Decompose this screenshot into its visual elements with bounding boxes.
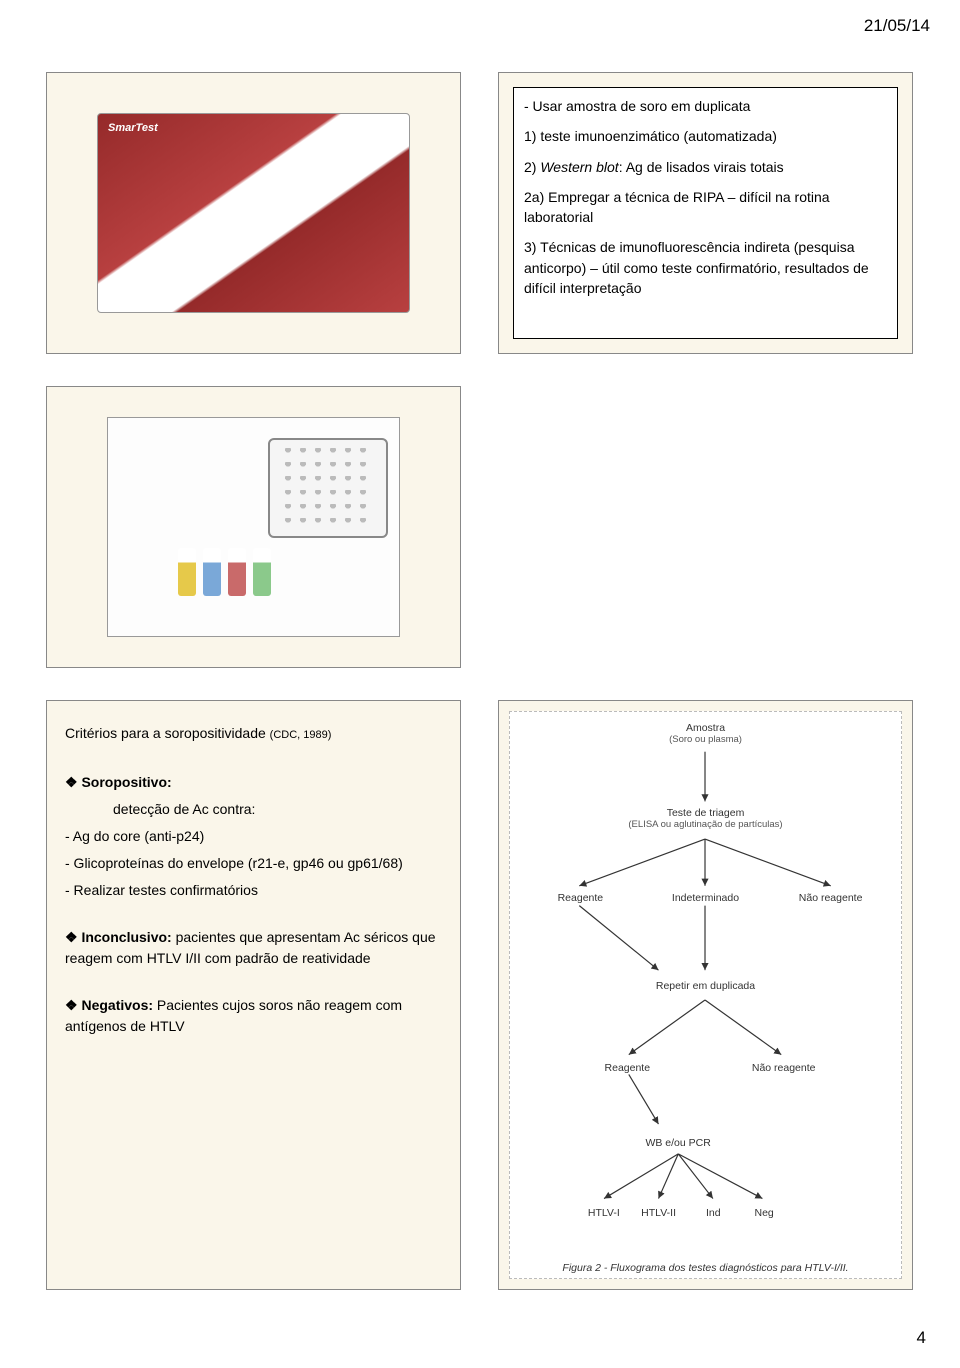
- deteccao-sub: detecção de Ac contra:: [113, 799, 442, 820]
- glicoproteinas-line: - Glicoproteínas do envelope (r21-e, gp4…: [65, 853, 442, 874]
- negativos-para: Negativos: Pacientes cujos soros não rea…: [65, 995, 442, 1037]
- line-wb: 2) Western blot: Ag de lisados virais to…: [524, 157, 887, 177]
- fc-ind: Ind: [706, 1207, 721, 1219]
- kit-image-placeholder: [97, 113, 410, 313]
- bottle-icon: [253, 548, 271, 596]
- realizar-testes-line: - Realizar testes confirmatórios: [65, 880, 442, 901]
- slide-methods-text: - Usar amostra de soro em duplicata 1) t…: [498, 72, 913, 354]
- fc-reagente-1: Reagente: [558, 892, 604, 904]
- bottle-icon: [203, 548, 221, 596]
- line-duplicata: - Usar amostra de soro em duplicata: [524, 96, 887, 116]
- fc-neg: Neg: [755, 1207, 774, 1219]
- slide-reagents-image: [46, 386, 461, 668]
- inconclusivo-para: Inconclusivo: pacientes que apresentam A…: [65, 927, 442, 969]
- criteria-title-ref: (CDC, 1989): [270, 729, 332, 741]
- negativos-group: Negativos: Pacientes cujos soros não rea…: [65, 995, 442, 1037]
- criteria-title: Critérios para a soropositividade (CDC, …: [65, 723, 442, 744]
- wb-italic: Western blot: [540, 159, 618, 175]
- flowchart-arrows: [510, 712, 901, 1278]
- inconclusivo-group: Inconclusivo: pacientes que apresentam A…: [65, 927, 442, 969]
- slide-flowchart: Amostra (Soro ou plasma) Teste de triage…: [498, 700, 913, 1290]
- fc-triagem-sub: (ELISA ou aglutinação de partículas): [628, 819, 782, 830]
- wb-num: 2): [524, 159, 540, 175]
- soropositivo-group: Soropositivo: detecção de Ac contra: - A…: [65, 772, 442, 901]
- fc-htlv1: HTLV-I: [588, 1207, 620, 1219]
- line-ie: 1) teste imunoenzimático (automatizada): [524, 126, 887, 146]
- slide-criteria-text: Critérios para a soropositividade (CDC, …: [46, 700, 461, 1290]
- negativos-label: Negativos:: [65, 997, 153, 1013]
- slide-kit-image: [46, 72, 461, 354]
- fc-htlv2: HTLV-II: [641, 1207, 676, 1219]
- fc-triagem-label: Teste de triagem: [628, 807, 782, 819]
- fc-wb-pcr: WB e/ou PCR: [645, 1137, 710, 1149]
- fc-triagem: Teste de triagem (ELISA ou aglutinação d…: [628, 807, 782, 830]
- wb-rest: : Ag de lisados virais totais: [619, 159, 784, 175]
- fc-nao-reagente-1: Não reagente: [799, 892, 863, 904]
- ag-core-line: - Ag do core (anti-p24): [65, 826, 442, 847]
- fc-caption: Figura 2 - Fluxograma dos testes diagnós…: [510, 1262, 901, 1274]
- line-ripa: 2a) Empregar a técnica de RIPA – difícil…: [524, 187, 887, 228]
- fc-amostra-label: Amostra: [669, 722, 742, 734]
- criteria-title-main: Critérios para a soropositividade: [65, 725, 270, 741]
- fc-repetir: Repetir em duplicada: [656, 980, 755, 992]
- fc-amostra-sub: (Soro ou plasma): [669, 734, 742, 745]
- page-number: 4: [917, 1328, 926, 1348]
- inconclusivo-label: Inconclusivo:: [65, 929, 172, 945]
- fc-indeterminado: Indeterminado: [672, 892, 739, 904]
- methods-textframe: - Usar amostra de soro em duplicata 1) t…: [513, 87, 898, 339]
- fc-amostra: Amostra (Soro ou plasma): [669, 722, 742, 745]
- page-date: 21/05/14: [864, 16, 930, 36]
- microplate-icon: [268, 438, 388, 538]
- soropositivo-label: Soropositivo:: [65, 774, 172, 790]
- line-ifi: 3) Técnicas de imunofluorescência indire…: [524, 237, 887, 298]
- fc-nao-reagente-2: Não reagente: [752, 1062, 816, 1074]
- bottle-icon: [228, 548, 246, 596]
- bottle-icon: [178, 548, 196, 596]
- soropositivo-head: Soropositivo:: [65, 772, 442, 793]
- reagents-image-placeholder: [107, 417, 400, 637]
- flowchart-canvas: Amostra (Soro ou plasma) Teste de triage…: [509, 711, 902, 1279]
- fc-reagente-2: Reagente: [605, 1062, 651, 1074]
